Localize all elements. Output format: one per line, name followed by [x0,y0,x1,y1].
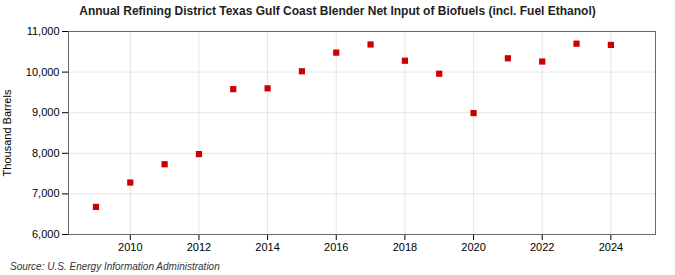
svg-text:2010: 2010 [118,241,142,253]
svg-text:6,000: 6,000 [32,228,60,240]
svg-text:2024: 2024 [599,241,623,253]
svg-text:11,000: 11,000 [27,25,60,37]
svg-text:10,000: 10,000 [26,66,60,78]
svg-text:2016: 2016 [324,241,348,253]
svg-text:2012: 2012 [187,241,211,253]
svg-text:2022: 2022 [530,241,554,253]
svg-text:7,000: 7,000 [32,187,60,199]
svg-text:2014: 2014 [255,241,279,253]
svg-text:9,000: 9,000 [32,106,60,118]
html-text:Annual Refining District Texas: Annual Refining District Texas Gulf Coas… [79,4,596,18]
svg-text:Thousand Barrels: Thousand Barrels [1,89,13,176]
svg-text:8,000: 8,000 [32,147,60,159]
html-text:Source: U.S. Energy Informatio: Source: U.S. Energy Information Administ… [10,261,220,272]
svg-text:2020: 2020 [461,241,485,253]
svg-text:2018: 2018 [393,241,417,253]
